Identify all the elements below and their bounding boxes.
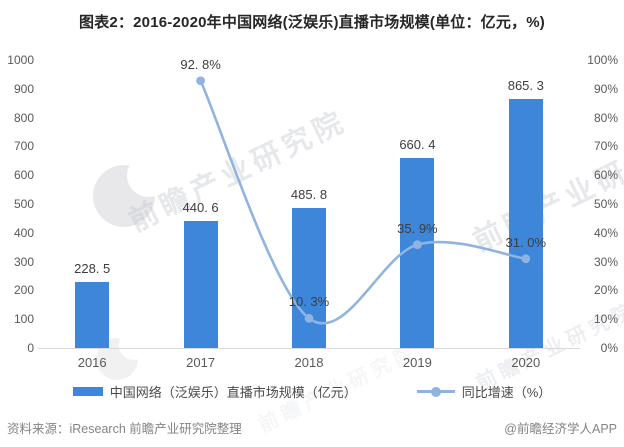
- x-axis-baseline: [38, 348, 580, 349]
- bar: [508, 98, 543, 348]
- left-axis-tick-label: 0: [27, 341, 34, 355]
- year-label: 2018: [294, 355, 324, 370]
- left-axis-tick-label: 900: [13, 81, 34, 96]
- bar-value-label: 865. 3: [507, 77, 544, 93]
- line-marker: [521, 254, 531, 264]
- growth-label: 31. 0%: [505, 234, 547, 250]
- right-axis-tick-label: 10%: [593, 312, 618, 327]
- bar-legend-swatch: [72, 387, 103, 396]
- right-axis-tick-label: 100%: [587, 53, 618, 67]
- right-axis-tick-label: 20%: [593, 283, 618, 298]
- left-axis-tick-label: 400: [13, 225, 34, 240]
- legend-item-label: 同比增速（%）: [461, 385, 552, 400]
- line-legend-dot: [430, 386, 441, 397]
- year-label: 2017: [186, 355, 216, 370]
- right-axis-tick-label: 30%: [593, 254, 618, 269]
- right-axis-tick-label: 40%: [593, 225, 618, 240]
- legend: 中国网络（泛娱乐）直播市场规模（亿元） 同比增速（%）: [0, 382, 624, 401]
- year-label: 2020: [511, 355, 541, 370]
- bar-value-label: 228. 5: [74, 261, 111, 277]
- footer: 资料来源：iResearch 前瞻产业研究院整理 @前瞻经济学人APP: [0, 414, 624, 447]
- credit-text: @前瞻经济学人APP: [504, 422, 617, 436]
- left-axis-tick-label: 500: [13, 197, 34, 211]
- legend-item-label: 中国网络（泛娱乐）直播市场规模（亿元）: [109, 385, 357, 400]
- bar: [400, 157, 435, 348]
- left-axis-tick-label: 700: [13, 139, 34, 154]
- left-axis-tick-label: 200: [13, 283, 34, 298]
- growth-label: 10. 3%: [288, 294, 330, 310]
- growth-label: 92. 8%: [180, 56, 221, 72]
- line-marker: [413, 240, 422, 250]
- bar: [292, 208, 326, 348]
- left-axis-tick-label: 800: [13, 110, 34, 125]
- bar-value-label: 440. 6: [182, 200, 219, 216]
- left-axis-tick-label: 1000: [7, 53, 34, 67]
- chart-title: 图表2：2016-2020年中国网络(泛娱乐)直播市场规模(单位：亿元，%): [79, 14, 545, 31]
- bar-value-label: 660. 4: [399, 136, 436, 152]
- left-axis-tick-label: 300: [13, 254, 34, 269]
- line-marker: [304, 313, 314, 323]
- source-text: 资料来源：iResearch 前瞻产业研究院整理: [7, 422, 242, 436]
- right-axis-tick-label: 0%: [600, 341, 618, 355]
- growth-line-path: [199, 80, 526, 325]
- growth-label: 35. 9%: [397, 220, 438, 236]
- year-label: 2016: [77, 355, 107, 370]
- left-axis-tick-label: 600: [13, 168, 34, 183]
- line-marker: [196, 76, 206, 86]
- right-axis-tick-label: 90%: [593, 81, 618, 96]
- line-legend-swatch: [416, 386, 455, 397]
- bar: [75, 282, 110, 348]
- bar: [183, 221, 218, 348]
- left-axis-tick-label: 100: [13, 312, 34, 327]
- legend-item-market-size: 中国网络（泛娱乐）直播市场规模（亿元）: [72, 382, 357, 401]
- right-axis-tick-label: 50%: [593, 197, 618, 211]
- bar-value-label: 485. 8: [290, 187, 328, 203]
- year-label: 2019: [402, 355, 432, 370]
- legend-item-growth: 同比增速（%）: [416, 382, 552, 401]
- right-axis-tick-label: 60%: [593, 168, 618, 183]
- right-axis-tick-label: 70%: [593, 139, 618, 154]
- right-axis-tick-label: 80%: [593, 110, 618, 125]
